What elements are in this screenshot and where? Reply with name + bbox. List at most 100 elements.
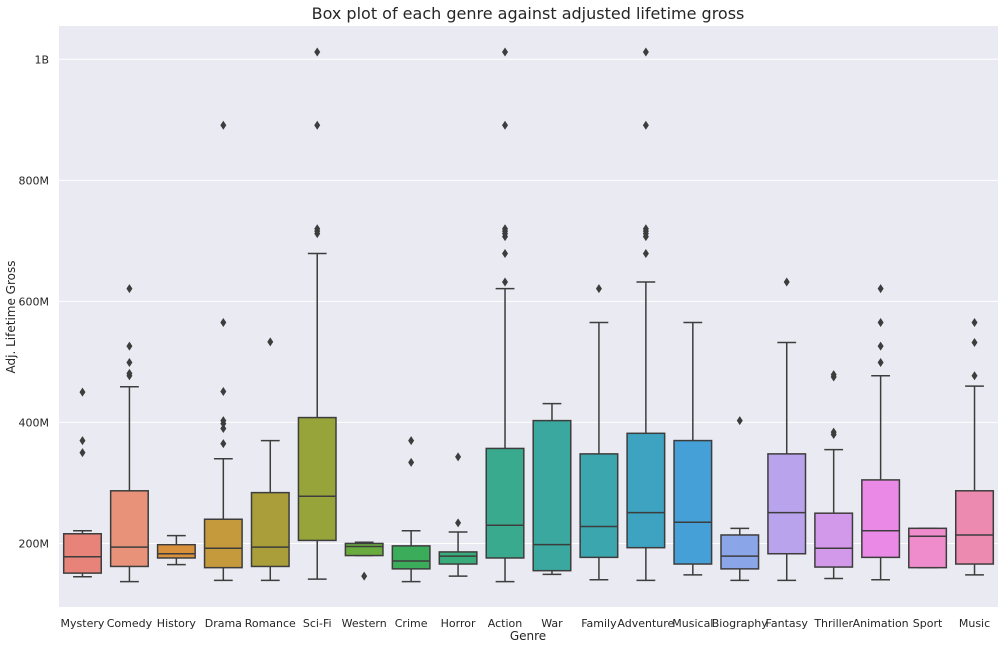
box-history — [156, 534, 196, 566]
outlier-point — [877, 318, 884, 328]
outlier-point — [502, 277, 509, 287]
outlier-point — [830, 427, 837, 437]
outlier-point — [408, 457, 415, 467]
outlier-point — [361, 571, 368, 581]
x-tick-label: Crime — [395, 617, 428, 630]
outlier-point — [971, 371, 978, 381]
outlier-point — [783, 277, 790, 287]
x-tick-label: Thriller — [813, 617, 853, 630]
iqr-box — [250, 491, 290, 568]
box-drama — [203, 120, 243, 582]
outlier-point — [220, 120, 227, 130]
x-tick-labels: Mystery Comedy History Drama Romance Sci-Fi We… — [61, 617, 991, 630]
x-tick-label: History — [157, 617, 197, 630]
box-adventure — [626, 47, 666, 582]
outlier-point — [220, 423, 227, 433]
iqr-box — [485, 447, 525, 559]
box-romance — [250, 337, 290, 582]
outlier-point — [314, 120, 321, 130]
outlier-point — [126, 284, 133, 294]
x-tick-label: Sport — [913, 617, 943, 630]
x-tick-label: Sci-Fi — [303, 617, 332, 630]
x-tick-label: Horror — [441, 617, 476, 630]
outlier-point — [877, 341, 884, 351]
x-tick-label: Music — [959, 617, 990, 630]
box-comedy — [109, 284, 149, 583]
box-sport — [908, 527, 948, 569]
x-tick-label: Drama — [205, 617, 242, 630]
iqr-box — [579, 453, 619, 559]
box-horror — [438, 452, 478, 577]
outlier-point — [220, 387, 227, 397]
iqr-box — [156, 543, 196, 559]
box-western — [344, 541, 384, 581]
x-tick-label: Action — [488, 617, 522, 630]
x-tick-label: Adventure — [617, 617, 674, 630]
iqr-box — [109, 490, 149, 568]
outlier-point — [877, 284, 884, 294]
x-tick-label: Comedy — [107, 617, 153, 630]
outlier-point — [642, 224, 649, 234]
iqr-box — [908, 527, 948, 569]
box-thriller — [814, 370, 854, 580]
box-action — [485, 47, 525, 583]
box-musical — [673, 321, 713, 576]
outlier-point — [642, 120, 649, 130]
outlier-point — [971, 338, 978, 348]
box-fantasy — [767, 277, 807, 582]
box-animation — [861, 284, 901, 581]
outlier-point — [79, 387, 86, 397]
outlier-point — [314, 47, 321, 57]
outlier-point — [971, 318, 978, 328]
outlier-point — [267, 337, 274, 347]
outlier-point — [126, 357, 133, 367]
iqr-box — [814, 512, 854, 568]
box-war — [532, 402, 572, 576]
iqr-box — [391, 545, 431, 570]
outlier-point — [502, 249, 509, 259]
iqr-box — [203, 518, 243, 569]
y-tick-label: 200M — [19, 537, 50, 550]
iqr-box — [532, 419, 572, 572]
iqr-box — [438, 551, 478, 565]
x-tick-label: Musical — [672, 617, 713, 630]
iqr-box — [62, 533, 103, 574]
outlier-point — [314, 224, 321, 234]
iqr-box — [720, 534, 760, 570]
box-sci-fi — [297, 47, 337, 580]
x-tick-label: Biography — [712, 617, 769, 630]
outlier-point — [455, 518, 462, 528]
chart-title: Box plot of each genre against adjusted … — [312, 4, 745, 23]
outlier-point — [877, 357, 884, 367]
plot-background — [59, 26, 998, 607]
outlier-point — [502, 47, 509, 57]
outlier-point — [595, 284, 602, 294]
outlier-point — [79, 436, 86, 446]
outlier-point — [502, 120, 509, 130]
outlier-point — [220, 439, 227, 449]
iqr-box — [344, 542, 384, 557]
outlier-point — [736, 416, 743, 426]
outlier-point — [126, 368, 133, 378]
x-tick-label: Animation — [853, 617, 909, 630]
outlier-point — [220, 318, 227, 328]
box-crime — [391, 436, 431, 583]
x-tick-label: Fantasy — [766, 617, 809, 630]
y-tick-label: 400M — [19, 416, 50, 429]
outlier-point — [830, 370, 837, 380]
y-axis-label: Adj. Lifetime Gross — [4, 261, 18, 374]
outlier-point — [642, 249, 649, 259]
iqr-box — [767, 453, 807, 555]
outlier-point — [502, 224, 509, 234]
x-tick-label: Western — [342, 617, 387, 630]
outlier-point — [126, 341, 133, 351]
x-axis-label: Genre — [510, 629, 546, 643]
iqr-box — [673, 439, 713, 565]
outlier-point — [642, 47, 649, 57]
y-tick-label: 600M — [19, 295, 50, 308]
x-tick-label: Mystery — [61, 617, 105, 630]
iqr-box — [954, 490, 995, 565]
outlier-point — [455, 452, 462, 462]
y-tick-label: 1B — [34, 53, 49, 66]
